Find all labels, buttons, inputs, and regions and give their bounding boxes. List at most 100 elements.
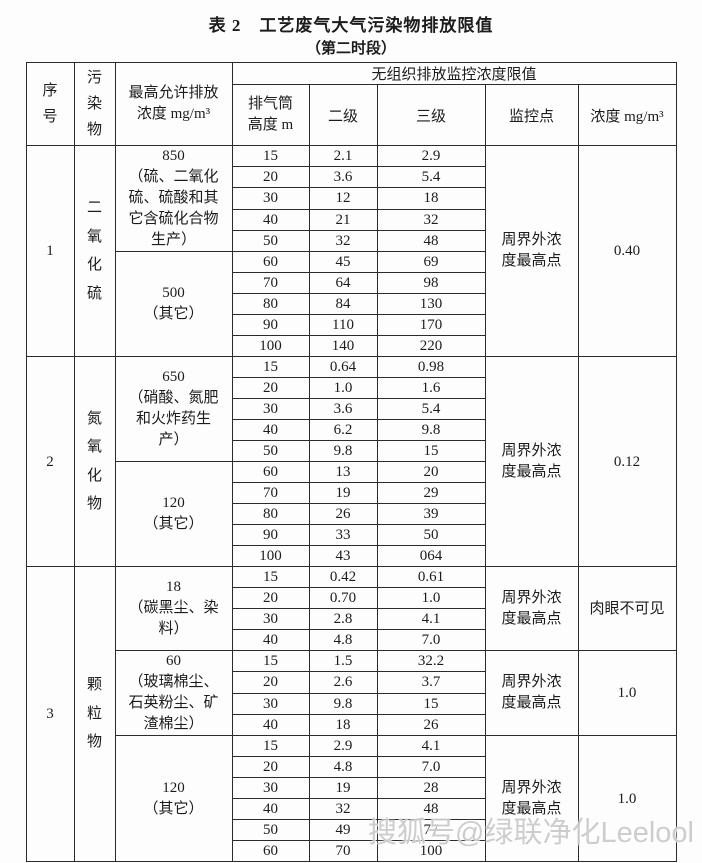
cell-text: 19 xyxy=(335,485,351,501)
cell-text: 130 xyxy=(419,296,443,312)
header-level2: 二级 xyxy=(308,84,378,146)
cell-text: 32.2 xyxy=(417,653,445,670)
stack-height-cell: 15 xyxy=(231,735,310,757)
level3-cell: 32 xyxy=(376,208,486,231)
pollutant-cell: 颗粒物 xyxy=(73,566,116,862)
level3-cell: 5.4 xyxy=(376,166,486,189)
level3-cell: 77 xyxy=(376,819,486,841)
table-row: 20 2.6 3.7 xyxy=(26,671,676,694)
table-row: 40 4.8 7.0 xyxy=(26,629,676,651)
table-row: 20 3.6 5.4 xyxy=(26,166,676,189)
stack-height-cell: 30 xyxy=(231,692,310,715)
cell-text: 28 xyxy=(423,780,439,796)
stack-height-cell: 30 xyxy=(231,398,310,420)
cell-text: 50 xyxy=(423,527,439,543)
cell-text: 1.5 xyxy=(333,653,353,670)
level2-cell: 21 xyxy=(308,208,378,231)
max-concentration-cell: 18 （碳黑尘、染料） xyxy=(114,566,233,651)
cell-text: 850 xyxy=(162,148,185,164)
level2-cell: 43 xyxy=(308,545,378,567)
cell-text: 70 xyxy=(263,485,278,501)
cell-text: 60 xyxy=(263,464,278,480)
cell-text: （其它） xyxy=(143,516,204,532)
level2-cell: 9.8 xyxy=(308,692,378,715)
table-header: 序号 污染物 最高允许排放 浓度 mg/m³ 无组织排放监控浓度限值 排气筒 高… xyxy=(25,62,677,146)
stack-height-cell: 20 xyxy=(231,587,310,609)
cell-text: 30 xyxy=(263,780,278,796)
cell-text: 0.42 xyxy=(329,569,357,585)
cell-text: 1.6 xyxy=(421,380,441,396)
level2-cell: 64 xyxy=(308,272,378,294)
level3-cell: 4.1 xyxy=(376,608,486,630)
stack-height-cell: 15 xyxy=(231,144,310,168)
cell-text: 1.0 xyxy=(617,790,637,807)
level3-cell: 0.98 xyxy=(376,356,486,378)
cell-text: 3 xyxy=(46,706,54,722)
level2-cell: 3.6 xyxy=(308,398,378,420)
cell-text: 12 xyxy=(335,190,351,207)
stack-height-cell: 15 xyxy=(231,649,310,673)
concentration-cell: 1.0 xyxy=(577,735,677,862)
level3-cell: 5.4 xyxy=(376,398,486,420)
cell-text: 2.8 xyxy=(333,611,353,627)
cell-text: 90 xyxy=(263,527,278,543)
cell-text: 肉眼不可见 xyxy=(589,600,665,617)
cell-text: 13 xyxy=(335,464,351,480)
level2-cell: 12 xyxy=(308,187,378,210)
level2-cell: 1.0 xyxy=(308,377,378,399)
level3-cell: 1.0 xyxy=(376,587,486,609)
cell-text: 9.8 xyxy=(333,695,353,712)
stack-height-cell: 80 xyxy=(231,503,310,525)
cell-text: （硫、二氧化硫、硫酸和其它含硫化合物生产） xyxy=(128,169,219,248)
cell-text: 1.0 xyxy=(617,685,637,701)
cell-text: 2.6 xyxy=(333,674,353,691)
level3-cell: 3.7 xyxy=(376,671,486,694)
level2-cell: 9.8 xyxy=(308,440,378,462)
cell-text: 80 xyxy=(263,296,278,312)
level3-cell: 48 xyxy=(376,229,486,253)
cell-text: 4.8 xyxy=(333,759,353,775)
max-concentration-content: 650 （硝酸、氮肥和火炸药生产） xyxy=(116,367,231,451)
stack-height-cell: 40 xyxy=(231,419,310,441)
cell-text: 9.8 xyxy=(421,422,441,438)
monitor-point-cell: 周界外浓度最高点 xyxy=(484,650,579,736)
cell-text: 50 xyxy=(263,822,278,838)
cell-text: （其它） xyxy=(143,306,204,322)
header-stack-height: 排气筒 高度 m xyxy=(231,84,310,146)
cell-text: 19 xyxy=(335,780,351,796)
stack-height-cell: 90 xyxy=(231,524,310,546)
cell-text: 15 xyxy=(423,695,439,712)
cell-text: 周界外浓度最高点 xyxy=(501,779,562,817)
cell-text: 4.1 xyxy=(421,738,441,754)
cell-text: 15 xyxy=(263,359,278,375)
cell-text: 9.8 xyxy=(333,443,353,459)
level2-cell: 19 xyxy=(308,482,378,504)
concentration-cell: 0.12 xyxy=(577,356,677,567)
cell-text: 30 xyxy=(263,401,278,417)
cell-text: 1.0 xyxy=(333,380,353,396)
cell-text: 43 xyxy=(335,548,351,564)
max-concentration-content: 120 （其它） xyxy=(116,493,231,535)
cell-text: 50 xyxy=(263,232,278,249)
cell-text: 7.0 xyxy=(421,632,441,648)
level2-cell: 2.8 xyxy=(308,608,378,630)
level2-cell: 32 xyxy=(308,798,378,820)
cell-text: 90 xyxy=(263,317,278,333)
stack-height-cell: 50 xyxy=(231,229,310,253)
cell-text: 15 xyxy=(263,653,278,670)
serial-number-cell: 3 xyxy=(25,566,75,862)
cell-text: 15 xyxy=(423,443,439,459)
level3-cell: 18 xyxy=(376,187,486,210)
level2-cell: 19 xyxy=(308,777,378,799)
stack-height-cell: 30 xyxy=(231,777,310,799)
header-concentration: 浓度 mg/m³ xyxy=(577,84,677,146)
cell-text: 周界外浓度最高点 xyxy=(501,442,562,480)
cell-text: 140 xyxy=(331,338,355,354)
max-concentration-cell: 650 （硝酸、氮肥和火炸药生产） xyxy=(114,356,233,462)
stack-height-cell: 80 xyxy=(231,293,310,315)
cell-text: 二氧化硫 xyxy=(86,200,102,302)
cell-text: 32 xyxy=(423,211,439,228)
level3-cell: 1.6 xyxy=(376,377,486,399)
max-concentration-content: 60 （玻璃棉尘、石英粉尘、矿渣棉尘） xyxy=(116,652,231,735)
stack-height-cell: 60 xyxy=(231,840,310,862)
